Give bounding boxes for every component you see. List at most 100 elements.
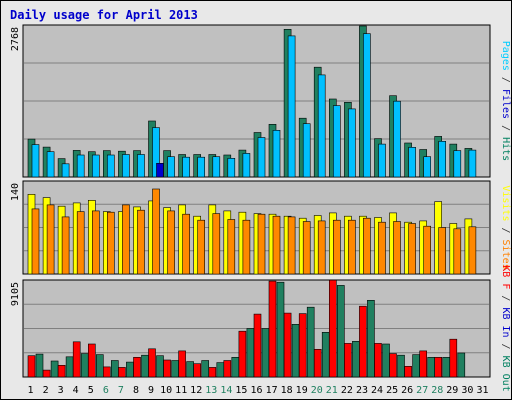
kbytes-panel-bar-kb-f-day-9	[148, 348, 156, 378]
usage-panel-ymax-label: 2768	[10, 27, 21, 51]
visits-panel-bar-sites-day-8	[137, 209, 145, 275]
kbytes-panel-series-label-part-2: KB In	[500, 307, 511, 337]
usage-panel-bar-files-day-14	[227, 158, 236, 178]
x-tick-label-day-15: 15	[235, 385, 247, 396]
x-tick-label-day-17: 17	[266, 385, 278, 396]
x-tick-label-day-6: 6	[103, 385, 109, 396]
kbytes-panel-bar-kb-out-day-2	[50, 360, 59, 378]
kbytes-panel-bar-kb-out-day-24	[382, 343, 390, 378]
visits-panel-bar-sites-day-26	[408, 223, 416, 275]
usage-panel-bar-files-day-5	[92, 154, 100, 178]
x-tick-label-day-5: 5	[88, 385, 94, 396]
visits-panel-series-label: Visits / Sites	[500, 185, 511, 269]
kbytes-panel-bar-kb-f-day-27	[419, 350, 428, 378]
visits-panel-bar-sites-day-9	[152, 188, 160, 275]
chart-title: Daily usage for April 2013	[10, 8, 198, 22]
usage-panel-bar-files-day-7	[122, 154, 130, 178]
x-tick-label-day-22: 22	[341, 385, 353, 396]
kbytes-panel-bar-kb-out-day-23	[367, 299, 375, 378]
visits-panel-series-label-part-1: /	[500, 221, 511, 239]
kbytes-panel-bar-kb-f-day-15	[238, 330, 247, 378]
usage-panel-series-label-part-0: Pages	[500, 41, 511, 71]
kbytes-panel-bar-kb-out-day-6	[111, 360, 119, 378]
visits-panel-bar-sites-day-7	[122, 204, 130, 275]
usage-panel-bar-files-day-25	[393, 100, 401, 178]
kbytes-panel-bar-kb-f-day-13	[208, 367, 217, 378]
visits-panel-bar-sites-day-30	[468, 226, 477, 275]
kbytes-panel-bar-kb-out-day-16	[261, 328, 270, 378]
visits-panel-bar-sites-day-20	[317, 220, 326, 275]
usage-panel-bar-files-day-28	[438, 141, 447, 178]
x-tick-label-day-7: 7	[118, 385, 124, 396]
usage-panel-bar-files-day-27	[423, 156, 432, 178]
visits-panel-bar-sites-day-10	[167, 210, 175, 275]
x-tick-label-day-16: 16	[250, 385, 262, 396]
usage-panel-series-label-part-3: /	[500, 119, 511, 137]
usage-panel-bar-files-day-1	[31, 144, 40, 178]
kbytes-panel-bar-kb-f-day-19	[298, 313, 307, 378]
kbytes-panel-bar-kb-out-day-28	[442, 356, 451, 378]
usage-panel-bar-files-day-2	[46, 151, 55, 178]
usage-panel-bar-files-day-12	[197, 156, 205, 178]
x-tick-label-day-8: 8	[133, 385, 139, 396]
kbytes-panel-bar-kb-f-day-25	[389, 353, 397, 378]
usage-panel-bar-files-day-19	[302, 123, 311, 178]
visits-panel-bar-sites-day-21	[332, 219, 341, 275]
kbytes-panel-bar-kb-out-day-7	[126, 361, 134, 378]
x-tick-label-day-27: 27	[416, 385, 428, 396]
visits-panel-bar-sites-day-27	[423, 225, 432, 275]
usage-panel-bar-files-day-23	[363, 33, 371, 178]
kbytes-panel-bar-kb-f-day-5	[88, 343, 96, 378]
visits-panel-bar-sites-day-5	[92, 210, 100, 275]
x-tick-label-day-3: 3	[58, 385, 64, 396]
visits-panel-bar-sites-day-3	[61, 216, 70, 275]
usage-panel-bar-files-day-13	[212, 156, 221, 178]
visits-panel-bar-sites-day-14	[227, 219, 236, 275]
kbytes-panel-bar-kb-f-day-12	[193, 363, 201, 378]
x-tick-label-day-28: 28	[431, 385, 443, 396]
kbytes-panel-bar-kb-out-day-3	[65, 356, 74, 378]
usage-panel-bar-files-day-11	[182, 156, 190, 178]
kbytes-panel-bar-kb-out-day-10	[171, 360, 179, 378]
kbytes-panel-bar-kb-f-day-14	[223, 360, 232, 378]
kbytes-panel-bar-kb-f-day-16	[253, 313, 262, 378]
x-tick-label-day-9: 9	[148, 385, 154, 396]
kbytes-panel-bar-kb-f-day-26	[404, 365, 412, 378]
kbytes-panel-bar-kb-out-day-19	[306, 306, 315, 378]
visits-panel-bar-sites-day-19	[302, 221, 311, 275]
usage-panel-bar-files-day-15	[242, 153, 251, 178]
x-tick-label-day-24: 24	[371, 385, 383, 396]
usage-panel-bar-files-day-26	[408, 147, 416, 178]
kbytes-panel-bar-kb-out-day-5	[96, 354, 104, 378]
kbytes-panel-bar-kb-f-day-20	[313, 348, 322, 378]
kbytes-panel-bar-kb-out-day-12	[201, 360, 209, 378]
kbytes-panel-bar-kb-f-day-29	[449, 338, 458, 378]
visits-panel-bar-sites-day-29	[453, 228, 462, 275]
usage-panel-series-label-part-2: Files	[500, 89, 511, 119]
x-tick-label-day-11: 11	[175, 385, 187, 396]
kbytes-panel-bar-kb-out-day-26	[412, 354, 420, 378]
x-tick-label-day-4: 4	[73, 385, 79, 396]
kbytes-panel-bar-kb-out-day-25	[397, 354, 405, 378]
kbytes-panel-bar-kb-out-day-4	[80, 353, 89, 378]
visits-panel-series-label-part-2: Sites	[500, 240, 511, 270]
visits-panel-bar-sites-day-13	[212, 213, 221, 275]
x-tick-label-day-23: 23	[356, 385, 368, 396]
x-tick-label-day-25: 25	[386, 385, 398, 396]
x-tick-label-day-26: 26	[401, 385, 413, 396]
kbytes-panel-bar-kb-out-day-1	[35, 353, 44, 378]
x-tick-label-day-21: 21	[326, 385, 338, 396]
kbytes-panel-bar-kb-out-day-22	[352, 340, 360, 378]
x-tick-label-day-19: 19	[296, 385, 308, 396]
kbytes-panel-bar-kb-out-day-18	[291, 323, 300, 378]
visits-panel-bar-sites-day-23	[363, 217, 371, 275]
kbytes-panel-bar-kb-f-day-28	[434, 356, 443, 378]
usage-panel-bar-files-day-20	[317, 74, 326, 178]
kbytes-panel-series-label-part-3: /	[500, 338, 511, 356]
kbytes-panel-bar-kb-f-day-18	[283, 312, 292, 378]
usage-panel-bar-files-day-9	[152, 127, 160, 178]
visits-panel-bar-sites-day-16	[257, 213, 266, 275]
kbytes-panel-bar-kb-f-day-24	[374, 343, 382, 378]
kbytes-panel-series-label-part-0: KB F	[500, 265, 511, 289]
